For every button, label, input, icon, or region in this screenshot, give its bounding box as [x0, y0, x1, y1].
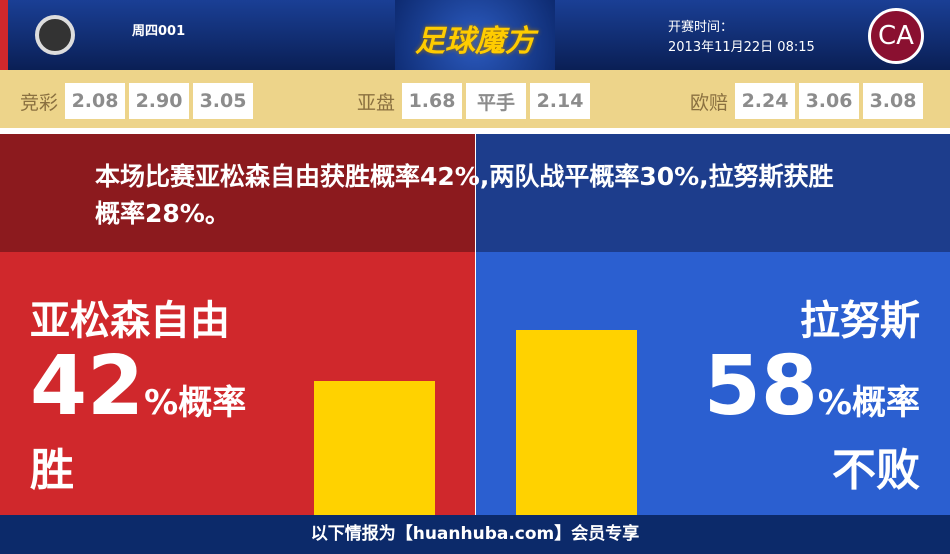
- home-club-crest-icon: [35, 15, 75, 55]
- away-probability: 58%概率: [704, 346, 920, 444]
- odds-value: 平手: [466, 83, 527, 119]
- odds-value: 3.05: [193, 83, 254, 119]
- odds-bar: 竞彩 2.08 2.90 3.05 亚盘 1.68 平手 2.14 欧赔 2.2…: [0, 70, 950, 128]
- home-panel: 亚松森自由 42%概率 胜: [0, 252, 475, 515]
- match-number: 周四001: [132, 24, 186, 39]
- odds-label: 亚盘: [357, 91, 396, 114]
- away-team-name: 拉努斯: [800, 298, 920, 344]
- away-probability-bar: [516, 330, 637, 515]
- home-probability-bar: [314, 381, 435, 515]
- app-logo: 足球魔方: [415, 24, 535, 59]
- away-percent: 58: [703, 339, 818, 434]
- odds-yapan: 亚盘 1.68 平手 2.14: [357, 83, 591, 119]
- odds-jingcai: 竞彩 2.08 2.90 3.05: [20, 83, 254, 119]
- home-team-name: 亚松森自由: [30, 298, 230, 344]
- kickoff-label: 开赛时间：: [668, 20, 734, 35]
- summary-text: 本场比赛亚松森自由获胜概率42%,两队战平概率30%,拉努斯获胜概率28%。: [95, 162, 834, 228]
- odds-label: 竞彩: [20, 91, 59, 114]
- home-probability: 42%概率: [30, 346, 246, 444]
- stripe: [0, 0, 8, 70]
- odds-value: 2.24: [735, 83, 796, 119]
- kickoff: 开赛时间： 2013年11月22日 08:15: [668, 18, 815, 58]
- divider: [0, 128, 950, 134]
- odds-label: 欧赔: [690, 91, 729, 114]
- header: 周四001 足球魔方 开赛时间： 2013年11月22日 08:15 CA: [0, 0, 950, 70]
- away-club-crest-icon: CA: [868, 8, 924, 64]
- away-panel: 拉努斯 58%概率 不败: [476, 252, 950, 515]
- home-percent: 42: [30, 339, 145, 434]
- odds-value: 2.14: [530, 83, 591, 119]
- away-result: 不败: [832, 445, 920, 496]
- odds-value: 3.06: [799, 83, 860, 119]
- odds-value: 3.08: [863, 83, 924, 119]
- odds-ouzhou: 欧赔 2.24 3.06 3.08: [690, 83, 924, 119]
- odds-value: 1.68: [402, 83, 463, 119]
- odds-value: 2.90: [129, 83, 190, 119]
- summary-bg-home: [0, 134, 475, 252]
- percent-suffix: %概率: [817, 383, 920, 423]
- percent-suffix: %概率: [144, 383, 247, 423]
- logo-bg: [395, 0, 555, 70]
- odds-value: 2.08: [65, 83, 126, 119]
- member-footer[interactable]: 以下情报为【huanhuba.com】会员专享: [0, 515, 950, 554]
- summary-bg-away: [476, 134, 950, 252]
- kickoff-time: 2013年11月22日 08:15: [668, 40, 815, 55]
- home-result: 胜: [30, 445, 74, 496]
